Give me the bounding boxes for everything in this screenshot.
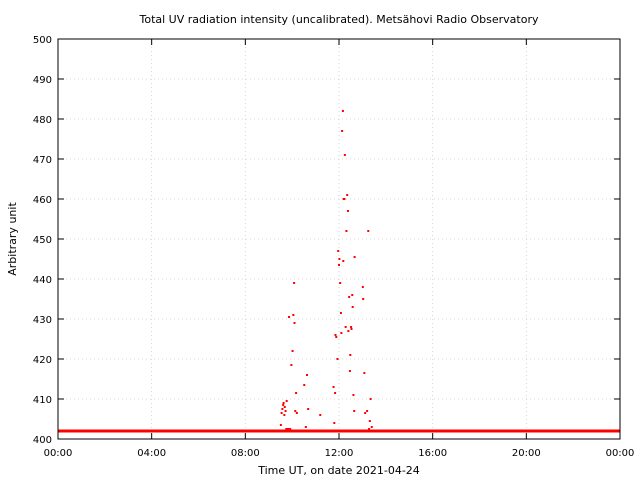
- data-point: [283, 406, 286, 408]
- x-tick-label: 16:00: [418, 448, 447, 459]
- data-point: [280, 412, 283, 414]
- data-point: [343, 154, 346, 156]
- data-point: [287, 428, 290, 430]
- data-point: [282, 404, 285, 406]
- data-point: [294, 410, 297, 412]
- data-point: [332, 386, 335, 388]
- data-point: [279, 424, 282, 426]
- data-point: [368, 420, 371, 422]
- y-tick-label: 490: [33, 75, 52, 86]
- data-point: [320, 430, 323, 432]
- data-point: [295, 392, 298, 394]
- grid: [58, 39, 620, 439]
- y-tick-label: 460: [33, 195, 52, 206]
- data-point: [337, 250, 340, 252]
- data-point: [282, 402, 285, 404]
- data-point: [319, 414, 322, 416]
- data-point: [345, 230, 348, 232]
- y-axis-label: Arbitrary unit: [6, 202, 19, 276]
- data-point: [293, 322, 296, 324]
- data-point: [335, 336, 338, 338]
- y-tick-label: 480: [33, 115, 52, 126]
- data-point: [292, 314, 295, 316]
- data-point: [339, 312, 342, 314]
- data-point: [307, 408, 310, 410]
- data-point: [339, 282, 342, 284]
- y-tick-label: 420: [33, 355, 52, 366]
- axis-ticks: 00:00 04:00 08:00 12:00 16:00 20:00 00:00 400 41…: [33, 35, 635, 459]
- y-tick-label: 500: [33, 35, 52, 46]
- y-tick-label: 430: [33, 315, 52, 326]
- x-tick-label: 00:00: [44, 448, 73, 459]
- data-points: [279, 110, 373, 432]
- data-point: [343, 198, 346, 200]
- data-point: [370, 426, 373, 428]
- data-point: [367, 230, 370, 232]
- y-tick-label: 400: [33, 435, 52, 446]
- data-point: [362, 298, 365, 300]
- x-tick-label: 08:00: [231, 448, 260, 459]
- data-point: [344, 326, 347, 328]
- data-point: [291, 350, 294, 352]
- data-point: [346, 194, 349, 196]
- data-point: [364, 412, 367, 414]
- data-point: [305, 374, 308, 376]
- data-point: [342, 260, 345, 262]
- data-point: [350, 328, 353, 330]
- data-point: [348, 370, 351, 372]
- data-point: [295, 412, 298, 414]
- data-point: [363, 372, 366, 374]
- data-point: [351, 294, 354, 296]
- data-point: [336, 358, 339, 360]
- data-point: [353, 410, 356, 412]
- data-point: [289, 428, 292, 430]
- data-point: [283, 414, 286, 416]
- data-point: [285, 428, 288, 430]
- data-point: [290, 364, 293, 366]
- data-point: [349, 354, 352, 356]
- y-tick-label: 470: [33, 155, 52, 166]
- x-tick-label: 12:00: [325, 448, 354, 459]
- data-point: [369, 398, 372, 400]
- data-point: [334, 392, 337, 394]
- data-point: [296, 430, 299, 432]
- data-point: [333, 422, 336, 424]
- data-point: [353, 256, 356, 258]
- data-point: [304, 426, 307, 428]
- x-axis-label: Time UT, on date 2021-04-24: [257, 464, 420, 477]
- x-tick-label: 04:00: [137, 448, 166, 459]
- x-tick-label: 00:00: [606, 448, 635, 459]
- data-point: [334, 334, 337, 336]
- y-tick-label: 450: [33, 235, 52, 246]
- data-point: [303, 384, 306, 386]
- data-point: [341, 110, 344, 112]
- data-point: [338, 258, 341, 260]
- data-point: [288, 316, 291, 318]
- data-point: [361, 286, 364, 288]
- data-point: [347, 330, 350, 332]
- data-point: [350, 326, 353, 328]
- data-point: [340, 332, 343, 334]
- data-point: [368, 428, 371, 430]
- data-point: [366, 410, 369, 412]
- data-point: [293, 282, 296, 284]
- data-point: [352, 394, 355, 396]
- data-point: [346, 210, 349, 212]
- x-tick-label: 20:00: [512, 448, 541, 459]
- data-point: [284, 410, 287, 412]
- data-point: [348, 296, 351, 298]
- data-point: [285, 400, 288, 402]
- data-point: [281, 408, 284, 410]
- y-tick-label: 410: [33, 395, 52, 406]
- data-point: [338, 264, 340, 266]
- chart-title: Total UV radiation intensity (uncalibrat…: [139, 13, 539, 26]
- data-point: [341, 130, 344, 132]
- y-tick-label: 440: [33, 275, 52, 286]
- data-point: [351, 306, 354, 308]
